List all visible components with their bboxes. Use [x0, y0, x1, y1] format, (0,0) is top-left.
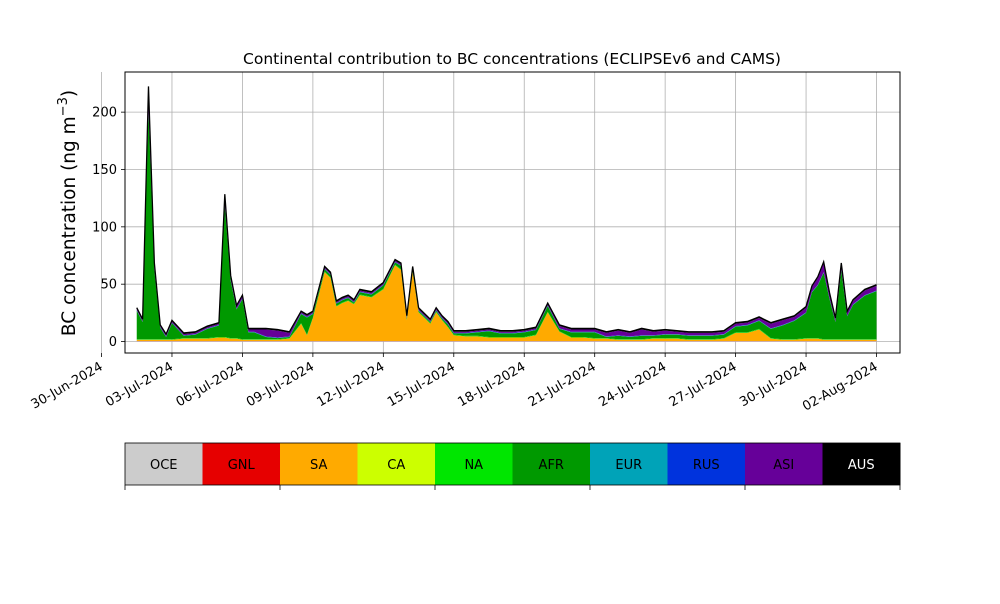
x-tick-label: 03-Jul-2024 — [103, 359, 176, 410]
area-series-aus — [137, 86, 877, 335]
area-series-asi — [137, 91, 877, 338]
x-tick-label: 09-Jul-2024 — [244, 359, 317, 410]
legend-label-na: NA — [464, 458, 483, 473]
x-tick-label: 15-Jul-2024 — [385, 359, 458, 410]
legend-label-afr: AFR — [539, 458, 564, 473]
x-tick-label: 21-Jul-2024 — [526, 359, 599, 410]
area-series-eur — [137, 110, 877, 338]
x-tick-label: 30-Jul-2024 — [737, 359, 810, 410]
x-tick-label: 02-Aug-2024 — [800, 359, 880, 414]
y-axis-label: BC concentration (ng m−3) — [56, 90, 80, 336]
x-tick-label: 24-Jul-2024 — [596, 359, 669, 410]
legend-label-aus: AUS — [848, 458, 875, 473]
legend-label-gnl: GNL — [228, 458, 256, 473]
legend-label-sa: SA — [310, 458, 327, 473]
legend-label-rus: RUS — [693, 458, 720, 473]
legend-label-asi: ASI — [773, 458, 794, 473]
y-axis-ticks: 0 50 100 150 200 — [92, 106, 125, 350]
x-axis-ticks: 30-Jun-202403-Jul-202406-Jul-202409-Jul-… — [29, 353, 881, 415]
area-series-rus — [137, 109, 877, 338]
x-tick-label: 27-Jul-2024 — [667, 359, 740, 410]
legend-label-oce: OCE — [150, 458, 178, 473]
area-series-afr — [137, 110, 877, 339]
total-line — [137, 86, 877, 334]
y-tick-label: 150 — [92, 163, 117, 178]
x-tick-label: 30-Jun-2024 — [29, 359, 106, 412]
total-outline — [137, 86, 877, 334]
y-tick-label: 50 — [100, 278, 117, 293]
legend-label-eur: EUR — [615, 458, 642, 473]
x-tick-label: 06-Jul-2024 — [174, 359, 247, 410]
stacked-areas — [137, 86, 877, 341]
legend-label-ca: CA — [387, 458, 405, 473]
chart-title: Continental contribution to BC concentra… — [243, 50, 781, 68]
x-tick-label: 12-Jul-2024 — [315, 359, 388, 410]
y-tick-label: 0 — [109, 335, 117, 350]
y-tick-label: 100 — [92, 220, 117, 235]
x-tick-label: 18-Jul-2024 — [455, 359, 528, 410]
legend-colorbar: OCE GNL SA CA NA AFR EUR RUS ASI AUS — [125, 443, 901, 490]
y-tick-label: 200 — [92, 106, 117, 121]
